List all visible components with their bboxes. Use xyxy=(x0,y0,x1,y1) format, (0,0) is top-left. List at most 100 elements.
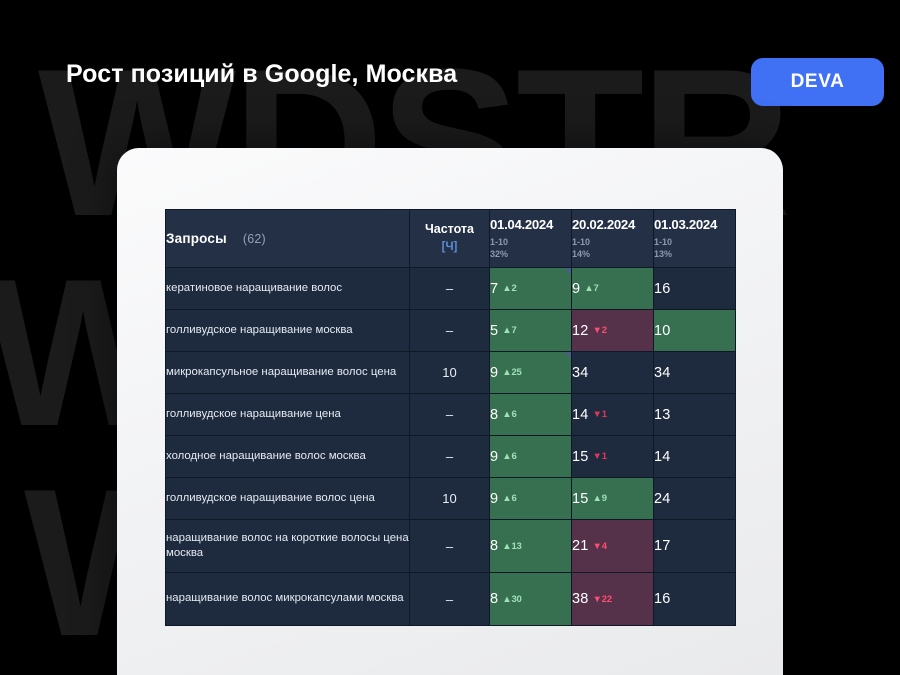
position-cell[interactable]: 14 xyxy=(653,435,736,478)
position-value: 8 xyxy=(490,538,499,554)
delta-down-icon: ▼1 xyxy=(592,451,608,462)
position-cell[interactable]: 34 xyxy=(653,351,736,394)
table-row[interactable]: голливудское наращивание москва –5 ▲7 12 ▼2 1… xyxy=(165,309,736,352)
position-value: 9 xyxy=(490,448,499,465)
query-cell[interactable]: холодное наращивание волос москва xyxy=(165,435,410,478)
position-cell[interactable]: 34 xyxy=(571,351,654,394)
frequency-cell: 10 xyxy=(409,351,490,394)
position-value: 34 xyxy=(654,364,671,381)
frequency-cell: – xyxy=(409,435,490,478)
date-percent: 13% xyxy=(654,248,673,259)
table-row[interactable]: микрокапсульное наращивание волос цена 10… xyxy=(165,351,736,394)
table-row[interactable]: наращивание волос на короткие волосы цен… xyxy=(165,519,736,573)
position-cell[interactable]: 15 ▼1 xyxy=(571,435,654,478)
position-cell[interactable]: 15 ▲9 xyxy=(571,477,654,520)
delta-up-icon: ▲25 xyxy=(502,367,522,378)
queries-count: (62) xyxy=(242,232,266,246)
frequency-cell: – xyxy=(409,309,490,352)
frequency-cell: – xyxy=(409,267,490,310)
column-header-frequency[interactable]: Частота [Ч] xyxy=(409,209,490,268)
date-range: 1-10 xyxy=(654,237,673,248)
delta-down-icon: ▼4 xyxy=(592,540,608,552)
position-cell[interactable]: 13 xyxy=(653,393,736,436)
delta-up-icon: ▲6 xyxy=(502,493,517,504)
table-header: Запросы (62) Частота [Ч] 01.04.2024 1-10 … xyxy=(165,209,736,268)
frequency-label: Частота xyxy=(424,221,475,236)
position-value: 14 xyxy=(572,406,589,423)
query-cell[interactable]: голливудское наращивание волос цена xyxy=(165,477,410,520)
query-cell[interactable]: наращивание волос микрокапсулами москва xyxy=(165,572,410,626)
position-value: 7 xyxy=(490,280,499,297)
positions-table: Запросы (62) Частота [Ч] 01.04.2024 1-10 … xyxy=(165,209,736,626)
position-value: 38 xyxy=(572,591,589,607)
date-label: 20.02.2024 xyxy=(572,217,636,233)
position-cell[interactable]: 10 xyxy=(653,309,736,352)
query-cell[interactable]: наращивание волос на короткие волосы цен… xyxy=(165,519,410,573)
delta-up-icon: ▲9 xyxy=(592,493,608,504)
frequency-sublabel[interactable]: [Ч] xyxy=(441,241,458,254)
positions-table-container: Запросы (62) Частота [Ч] 01.04.2024 1-10 … xyxy=(165,209,736,626)
date-range: 1-10 xyxy=(490,237,509,248)
table-row[interactable]: голливудское наращивание волос цена 10 9 ▲6… xyxy=(165,477,736,520)
position-value: 15 xyxy=(572,448,589,465)
frequency-cell: – xyxy=(409,572,490,626)
frequency-cell: – xyxy=(409,393,490,436)
query-cell[interactable]: голливудское наращивание цена xyxy=(165,393,410,436)
column-header-date-3[interactable]: 01.03.2024 1-10 13% xyxy=(653,209,736,268)
position-value: 13 xyxy=(654,406,671,423)
table-row[interactable]: голливудское наращивание цена –8 ▲6 14 ▼1 13 xyxy=(165,393,736,436)
column-header-date-1[interactable]: 01.04.2024 1-10 32% xyxy=(489,209,572,268)
query-cell[interactable]: микрокапсульное наращивание волос цена xyxy=(165,351,410,394)
position-cell[interactable]: 24 xyxy=(653,477,736,520)
position-cell[interactable]: 21 ▼4 xyxy=(571,519,654,573)
position-cell[interactable]: 9 ▲25 xyxy=(489,351,572,394)
column-header-queries[interactable]: Запросы (62) xyxy=(165,209,410,268)
position-value: 16 xyxy=(654,591,671,607)
position-value: 9 xyxy=(490,490,499,507)
delta-down-icon: ▼2 xyxy=(592,325,608,336)
position-value: 17 xyxy=(654,538,671,554)
date-percent: 14% xyxy=(572,248,591,259)
position-cell[interactable]: 8 ▲13 xyxy=(489,519,572,573)
deva-badge[interactable]: DEVA xyxy=(751,58,884,106)
table-body: кератиновое наращивание волос –7 ▲2 9 ▲7 16 го… xyxy=(165,267,736,626)
position-value: 10 xyxy=(654,322,671,339)
position-cell[interactable]: 14 ▼1 xyxy=(571,393,654,436)
position-value: 16 xyxy=(654,280,671,297)
position-cell[interactable]: 16 xyxy=(653,572,736,626)
position-cell[interactable]: 9 ▲7 xyxy=(571,267,654,310)
delta-up-icon: ▲7 xyxy=(502,325,517,336)
position-value: 9 xyxy=(490,364,499,381)
position-cell[interactable]: 7 ▲2 xyxy=(489,267,572,310)
position-value: 14 xyxy=(654,448,671,465)
delta-up-icon: ▲13 xyxy=(502,540,522,552)
position-value: 12 xyxy=(572,322,589,339)
position-cell[interactable]: 38 ▼22 xyxy=(571,572,654,626)
position-cell[interactable]: 17 xyxy=(653,519,736,573)
date-range: 1-10 xyxy=(572,237,591,248)
position-value: 8 xyxy=(490,591,499,607)
query-cell[interactable]: кератиновое наращивание волос xyxy=(165,267,410,310)
queries-label: Запросы xyxy=(166,231,227,246)
delta-down-icon: ▼1 xyxy=(592,409,608,420)
column-header-date-2[interactable]: 20.02.2024 1-10 14% xyxy=(571,209,654,268)
position-value: 15 xyxy=(572,490,589,507)
query-cell[interactable]: голливудское наращивание москва xyxy=(165,309,410,352)
table-row[interactable]: наращивание волос микрокапсулами москва –… xyxy=(165,572,736,626)
position-cell[interactable]: 5 ▲7 xyxy=(489,309,572,352)
position-value: 9 xyxy=(572,280,581,297)
delta-up-icon: ▲6 xyxy=(502,409,517,420)
position-cell[interactable]: 8 ▲6 xyxy=(489,393,572,436)
position-cell[interactable]: 8 ▲30 xyxy=(489,572,572,626)
position-value: 24 xyxy=(654,490,671,507)
position-cell[interactable]: 9 ▲6 xyxy=(489,435,572,478)
table-row[interactable]: холодное наращивание волос москва –9 ▲6 15 ▼… xyxy=(165,435,736,478)
date-label: 01.04.2024 xyxy=(490,217,554,233)
date-label: 01.03.2024 xyxy=(654,217,718,233)
position-cell[interactable]: 16 xyxy=(653,267,736,310)
position-cell[interactable]: 9 ▲6 xyxy=(489,477,572,520)
table-row[interactable]: кератиновое наращивание волос –7 ▲2 9 ▲7 16 xyxy=(165,267,736,310)
position-value: 21 xyxy=(572,538,589,554)
position-cell[interactable]: 12 ▼2 xyxy=(571,309,654,352)
